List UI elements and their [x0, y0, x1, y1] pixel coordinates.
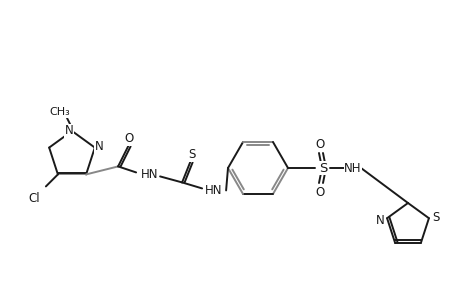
Text: O: O	[315, 137, 324, 151]
Text: N: N	[94, 140, 103, 153]
Text: S: S	[188, 148, 196, 161]
Text: Cl: Cl	[28, 192, 39, 205]
Text: HN: HN	[205, 184, 222, 197]
Text: N: N	[375, 214, 384, 227]
Text: N: N	[64, 124, 73, 137]
Text: HN: HN	[141, 168, 158, 181]
Text: O: O	[315, 185, 324, 199]
Text: O: O	[124, 132, 134, 145]
Text: S: S	[318, 161, 326, 175]
Text: CH₃: CH₃	[50, 107, 70, 117]
Text: S: S	[431, 211, 439, 224]
Text: NH: NH	[343, 161, 361, 175]
